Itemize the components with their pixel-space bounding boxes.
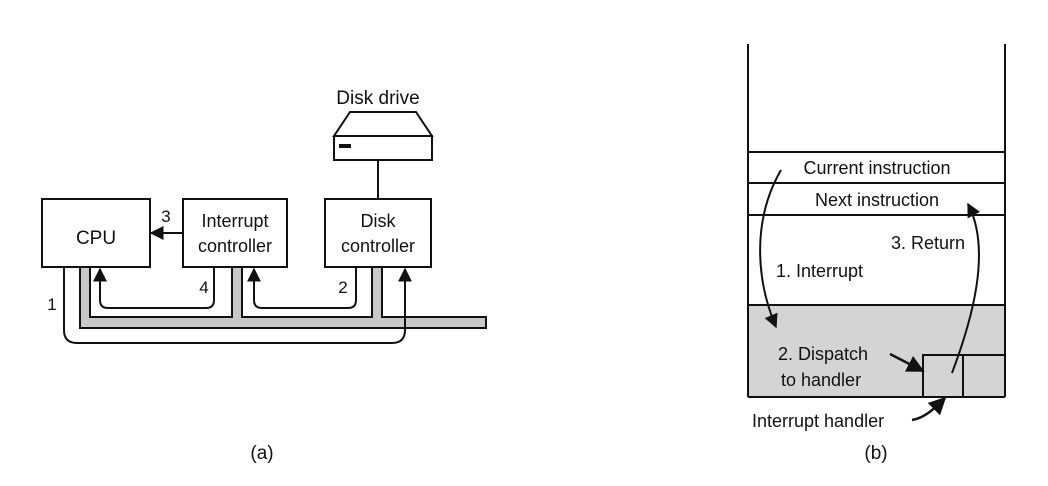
interrupt-controller-box <box>182 198 288 268</box>
interrupt-step-label: 1. Interrupt <box>776 261 863 281</box>
step-3-label: 3 <box>161 207 170 226</box>
arrow-return <box>951 202 981 374</box>
step-4-label: 4 <box>199 278 208 297</box>
next-instruction-label: Next instruction <box>815 190 939 210</box>
step-1-label: 1 <box>47 295 56 314</box>
disk-drive-icon <box>332 111 434 161</box>
return-step-label: 3. Return <box>891 233 965 253</box>
disk-controller-label-line2: controller <box>341 236 415 256</box>
caption-b: (b) <box>864 443 887 464</box>
arrow-step-4 <box>93 267 215 309</box>
dispatch-step-label-line1: 2. Dispatch <box>778 344 868 364</box>
current-instruction-label: Current instruction <box>803 158 950 178</box>
disk-drive-label: Disk drive <box>336 88 419 109</box>
interrupt-controller-label-line2: controller <box>198 236 272 256</box>
disk-controller-label-line1: Disk <box>361 211 397 231</box>
arrow-interrupt <box>759 169 782 329</box>
disk-controller-box <box>324 198 432 268</box>
panel-b: Current instruction Next instruction 1. … <box>747 44 1006 464</box>
arrow-handler-pointer <box>911 396 947 422</box>
caption-a: (a) <box>250 443 273 464</box>
system-bus <box>79 265 487 329</box>
cpu-label: CPU <box>76 228 116 249</box>
dispatch-step-label-line2: to handler <box>781 370 861 390</box>
interrupt-handler-label: Interrupt handler <box>752 411 884 431</box>
cpu-box <box>41 198 151 268</box>
panel-a: Disk drive CPU Interrupt controller Disk… <box>41 88 487 464</box>
arrow-dispatch <box>889 352 925 373</box>
arrow-step-2 <box>247 267 357 309</box>
step-2-label: 2 <box>338 278 347 297</box>
arrow-step-1 <box>63 267 412 344</box>
interrupt-controller-label-line1: Interrupt <box>201 211 268 231</box>
